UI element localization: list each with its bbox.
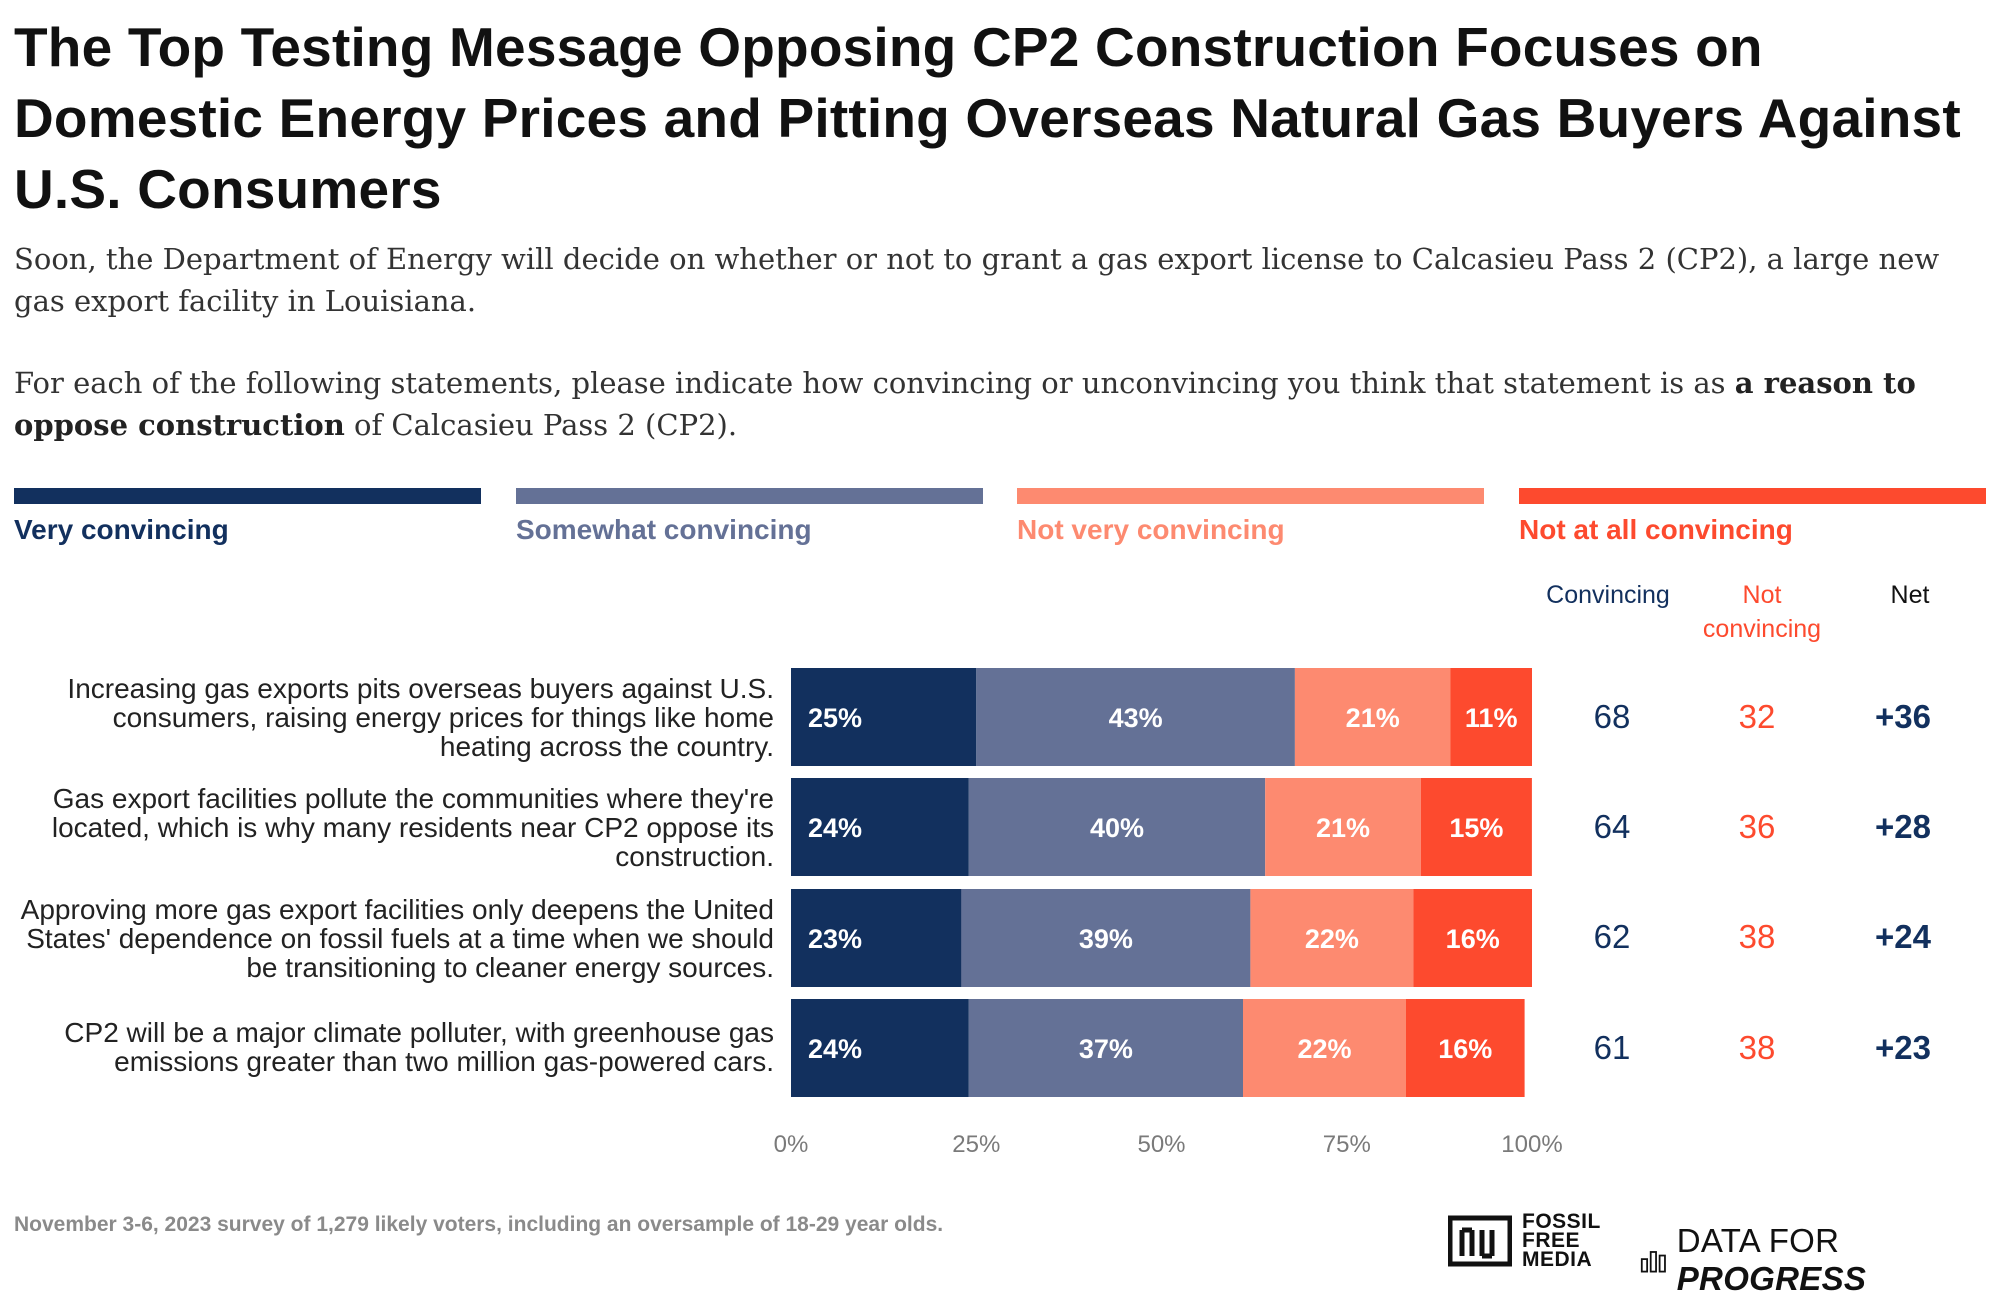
net-value: +24: [1875, 918, 1931, 955]
bar-segment: [1243, 999, 1406, 1097]
column-header-convincing: Convincing: [1546, 581, 1670, 609]
net-value: +28: [1875, 808, 1931, 845]
row-label-text: Increasing gas exports pits overseas buy…: [67, 672, 774, 762]
row-label-text: Approving more gas export facilities onl…: [20, 893, 774, 983]
net-value: +23: [1875, 1029, 1931, 1066]
row-label-text: CP2 will be a major climate polluter, wi…: [64, 1017, 774, 1077]
legend-item-somewhat-convincing: Somewhat convincing: [516, 488, 983, 546]
fossil-free-media-logo: FOSSIL FREE MEDIA: [1448, 1210, 1601, 1271]
bar-segment: [1265, 778, 1421, 876]
bar-value-label: 25%: [808, 703, 862, 733]
not-convincing-value: 38: [1738, 1029, 1776, 1066]
bar-value-label: 16%: [1446, 924, 1500, 954]
bar-segment: [968, 778, 1266, 876]
data-for-progress-logo: DATA FOR PROGRESS: [1640, 1222, 1999, 1298]
row-label: Approving more gas export facilities onl…: [14, 878, 774, 998]
bar-segment: [1413, 889, 1532, 987]
ffm-wordmark: FOSSIL FREE MEDIA: [1522, 1210, 1601, 1271]
bar-value-label: 11%: [1465, 703, 1518, 733]
x-tick-label: 75%: [1323, 1131, 1371, 1158]
bar-segment: [1294, 668, 1451, 766]
dfp-word-italic: PROGRESS: [1676, 1260, 1867, 1297]
bar-value-label: 21%: [1316, 813, 1370, 843]
bar-value-label: 40%: [1090, 813, 1144, 843]
bar-value-label: 22%: [1297, 1034, 1351, 1064]
convincing-value: 62: [1593, 918, 1631, 955]
prompt-text-after: of Calcasieu Pass 2 (CP2).: [344, 408, 738, 442]
column-header-net: Net: [1890, 581, 1930, 609]
legend-label: Somewhat convincing: [516, 514, 812, 545]
convincing-value: 61: [1593, 1029, 1631, 1066]
bar-value-label: 24%: [808, 1034, 862, 1064]
legend-label: Not at all convincing: [1519, 514, 1793, 545]
bar-segment: [791, 778, 969, 876]
chart-title: The Top Testing Message Opposing CP2 Con…: [14, 16, 1961, 220]
bar-segment: [791, 999, 969, 1097]
footnote: November 3-6, 2023 survey of 1,279 likel…: [14, 1213, 944, 1236]
convincing-value: 64: [1593, 808, 1631, 845]
prompt-text-before: For each of the following statements, pl…: [14, 366, 1735, 400]
bar-segment: [961, 889, 1251, 987]
row-label-text: Gas export facilities pollute the commun…: [51, 782, 774, 872]
not-convincing-value: 38: [1738, 918, 1776, 955]
legend-swatch: [516, 488, 983, 504]
row-label: Increasing gas exports pits overseas buy…: [14, 668, 774, 766]
legend-item-not-very-convincing: Not very convincing: [1017, 488, 1484, 546]
bar-value-label: 43%: [1109, 703, 1163, 733]
bar-segment: [1420, 778, 1532, 876]
row-label: Gas export facilities pollute the commun…: [14, 778, 774, 876]
bar-value-label: 15%: [1449, 813, 1503, 843]
legend-swatch: [1017, 488, 1484, 504]
bar-segment: [791, 668, 977, 766]
bar-value-label: 24%: [808, 813, 862, 843]
legend-swatch: [1519, 488, 1986, 504]
convincing-value: 68: [1593, 698, 1631, 735]
not-convincing-value: 32: [1738, 698, 1776, 735]
not-convincing-value: 36: [1738, 808, 1776, 845]
bar-segment: [1250, 889, 1414, 987]
net-value: +36: [1875, 698, 1931, 735]
legend-item-very-convincing: Very convincing: [14, 488, 481, 546]
legend-label: Very convincing: [14, 514, 229, 545]
bar-segment: [968, 999, 1243, 1097]
legend-swatch: [14, 488, 481, 504]
bar-segment: [791, 889, 962, 987]
bar-value-label: 16%: [1438, 1034, 1492, 1064]
bar-value-label: 22%: [1305, 924, 1359, 954]
column-header-not-convincing: Not convincing: [1702, 581, 1822, 643]
x-tick-label: 0%: [774, 1131, 809, 1158]
survey-prompt: For each of the following statements, pl…: [14, 362, 1974, 446]
x-tick-label: 25%: [952, 1131, 1000, 1158]
bar-value-label: 21%: [1346, 703, 1400, 733]
bar-segment: [976, 668, 1295, 766]
bar-chart-icon: [1640, 1251, 1666, 1273]
x-tick-label: 50%: [1137, 1131, 1185, 1158]
bar-segment: [1450, 668, 1532, 766]
ffm-word: MEDIA: [1522, 1248, 1593, 1271]
prompt-text-bold: a reason to oppose construction: [14, 366, 1916, 442]
bar-value-label: 23%: [808, 924, 862, 954]
row-label: CP2 will be a major climate polluter, wi…: [14, 998, 774, 1096]
bar-segment: [1406, 999, 1525, 1097]
dfp-wordmark: DATA FOR PROGRESS: [1677, 1222, 1999, 1298]
legend-label: Not very convincing: [1017, 514, 1285, 545]
bar-value-label: 37%: [1079, 1034, 1133, 1064]
dfp-word-plain: DATA FOR: [1676, 1222, 1840, 1259]
x-tick-label: 100%: [1501, 1131, 1562, 1158]
legend-item-not-at-all-convincing: Not at all convincing: [1519, 488, 1986, 546]
bar-value-label: 39%: [1079, 924, 1133, 954]
ffm-mark-icon: [1448, 1215, 1512, 1266]
chart-subtitle: Soon, the Department of Energy will deci…: [14, 242, 1940, 318]
ffm-word: FREE: [1522, 1229, 1581, 1252]
ffm-word: FOSSIL: [1522, 1210, 1601, 1233]
